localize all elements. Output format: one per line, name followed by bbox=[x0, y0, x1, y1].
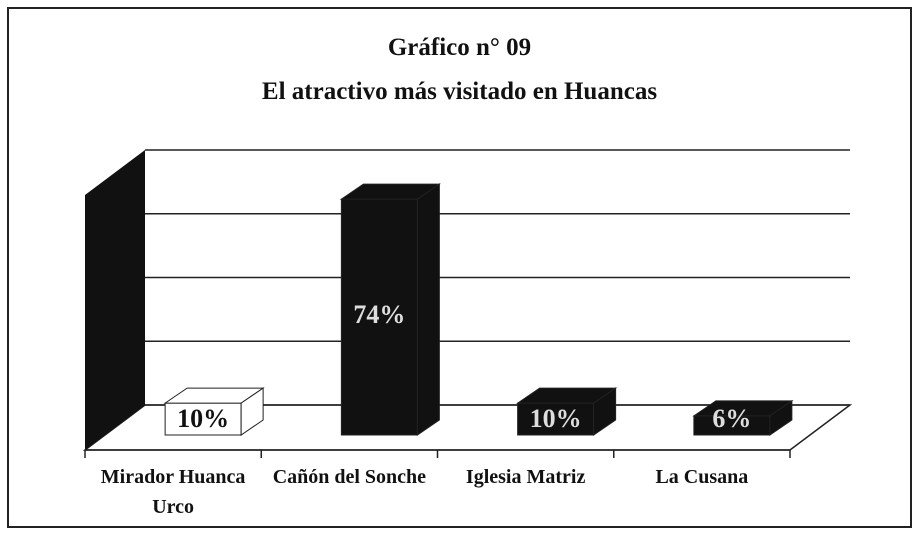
bar bbox=[692, 399, 794, 436]
x-tick-label: Mirador Huanca Urco bbox=[100, 466, 246, 518]
x-tick-label: Iglesia Matriz bbox=[465, 466, 586, 488]
bar-face bbox=[416, 183, 440, 436]
value-label: 10% bbox=[177, 404, 229, 433]
x-tick-label: La Cusana bbox=[655, 466, 749, 488]
bar bbox=[339, 183, 441, 436]
value-label: 10% bbox=[530, 404, 582, 433]
bar-face bbox=[769, 399, 793, 436]
chart-title: Gráfico n° 09 bbox=[387, 34, 532, 61]
value-label: 74% bbox=[353, 300, 405, 329]
bar bbox=[516, 387, 618, 436]
bar-face bbox=[593, 387, 617, 436]
x-tick-label: Cañón del Sonche bbox=[272, 466, 427, 488]
bar bbox=[163, 387, 265, 436]
chart-subtitle: El atractivo más visitado en Huancas bbox=[261, 78, 658, 105]
value-label: 6% bbox=[712, 404, 751, 433]
bar-face bbox=[240, 387, 264, 436]
side-wall bbox=[85, 150, 145, 450]
